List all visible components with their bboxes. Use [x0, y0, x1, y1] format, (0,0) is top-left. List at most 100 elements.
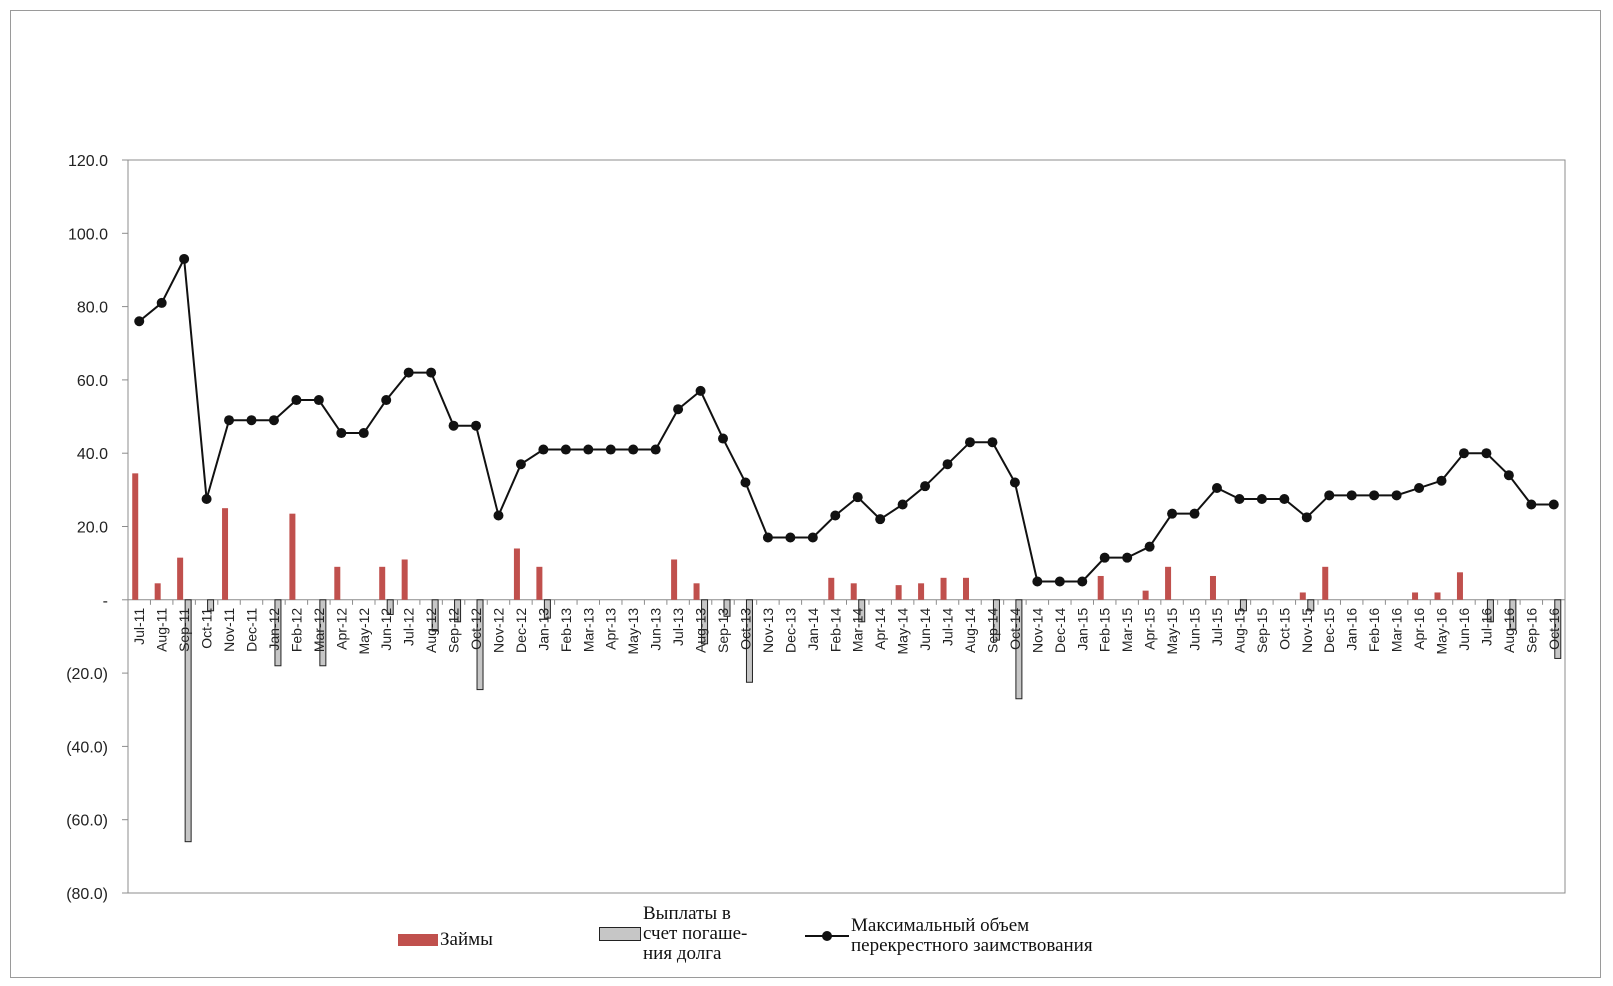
repayment-bar: [319, 599, 327, 667]
x-tick-label: Mar-15: [1119, 608, 1135, 653]
repayment-bar: [431, 599, 439, 632]
x-tick-label: May-12: [356, 608, 372, 655]
loan-bar: [962, 577, 969, 600]
x-tick-label: Mar-14: [850, 608, 866, 653]
loan-bar: [918, 583, 925, 600]
max-borrowing-point: [246, 415, 257, 426]
x-tick-label: Jun-16: [1456, 608, 1472, 651]
max-borrowing-point: [426, 367, 437, 378]
x-tick-label: May-15: [1164, 608, 1180, 655]
x-tick-label: Apr-14: [872, 608, 888, 650]
max-borrowing-point: [471, 420, 482, 431]
max-borrowing-point: [897, 499, 908, 510]
y-tick-label: (80.0): [66, 886, 108, 903]
x-tick-label: Nov-13: [760, 608, 776, 653]
max-borrowing-point: [852, 492, 863, 503]
y-tick-label: 60.0: [77, 373, 108, 390]
x-tick-label: Jan-12: [266, 608, 282, 651]
legend-label-repayments: Выплаты в счет погаше- ния долга: [643, 903, 748, 964]
x-tick-label: Nov-14: [1029, 608, 1045, 653]
loan-bar: [1209, 575, 1216, 600]
max-borrowing-point: [1009, 477, 1020, 488]
x-tick-label: Sep-11: [176, 608, 192, 652]
max-borrowing-point: [762, 532, 773, 543]
max-borrowing-point: [448, 420, 459, 431]
max-borrowing-point: [1391, 490, 1402, 501]
max-borrowing-point: [1414, 483, 1425, 494]
y-tick-label: 120.0: [68, 153, 108, 170]
x-tick-label: Jan-14: [805, 608, 821, 651]
y-tick-label: 80.0: [77, 300, 108, 317]
legend-label-loans: Займы: [440, 929, 493, 950]
chart-frame: [10, 10, 1601, 978]
repayment-bar: [1307, 599, 1315, 612]
max-borrowing-point: [605, 444, 616, 455]
max-borrowing-point: [560, 444, 571, 455]
y-tick-label: 20.0: [77, 520, 108, 537]
loan-bar: [379, 566, 386, 600]
x-tick-label: Oct-14: [1007, 608, 1023, 650]
x-tick-label: Mar-13: [580, 608, 596, 653]
repayment-bar: [454, 599, 462, 623]
max-borrowing-point: [628, 444, 639, 455]
max-borrowing-point: [268, 415, 279, 426]
max-borrowing-point: [1211, 483, 1222, 494]
x-tick-label: Oct-16: [1546, 608, 1562, 650]
max-borrowing-point: [942, 459, 953, 470]
y-tick-label: 100.0: [68, 226, 108, 243]
x-tick-label: Mar-16: [1389, 608, 1405, 653]
x-tick-label: Aug-14: [962, 608, 978, 653]
max-borrowing-point: [1458, 448, 1469, 459]
loan-bar: [132, 473, 139, 600]
y-tick-label: (60.0): [66, 813, 108, 830]
loan-bar: [536, 566, 543, 600]
x-tick-label: Sep-15: [1254, 608, 1270, 653]
x-tick-label: Jun-12: [378, 608, 394, 651]
max-borrowing-point: [1301, 512, 1312, 523]
max-borrowing-point: [830, 510, 841, 521]
repayment-bar: [543, 599, 551, 619]
y-tick-label: -: [103, 593, 108, 610]
x-tick-label: Jul-13: [670, 608, 686, 646]
loan-bar: [177, 557, 184, 600]
legend: Займы Выплаты в счет погаше- ния долга М…: [0, 904, 1613, 974]
max-borrowing-point: [1526, 499, 1537, 510]
loan-bar: [940, 577, 947, 600]
max-borrowing-line: [134, 253, 1559, 587]
x-tick-label: Jan-13: [535, 608, 551, 651]
loan-bar: [1142, 590, 1149, 600]
x-tick-label: Jan-15: [1074, 608, 1090, 651]
loan-bar: [671, 559, 678, 600]
x-tick-label: Aug-15: [1231, 608, 1247, 653]
legend-swatch-max-borrowing: [805, 929, 849, 943]
legend-swatch-loans: [398, 934, 438, 946]
max-borrowing-point: [1503, 470, 1514, 481]
loan-bar: [1165, 566, 1172, 600]
max-borrowing-point: [1369, 490, 1380, 501]
repayment-bar: [1509, 599, 1517, 630]
x-tick-label: May-14: [895, 608, 911, 655]
x-tick-label: Dec-12: [513, 608, 529, 653]
max-borrowing-point: [179, 253, 190, 264]
x-tick-label: Oct-11: [199, 608, 215, 649]
x-tick-label: Oct-13: [737, 608, 753, 650]
x-tick-label: Aug-16: [1501, 608, 1517, 653]
max-borrowing-point: [156, 297, 167, 308]
repayment-bar: [207, 599, 215, 612]
max-borrowing-point: [740, 477, 751, 488]
max-borrowing-line-path: [138, 255, 1554, 583]
max-borrowing-point: [1279, 494, 1290, 505]
repayment-bar: [858, 599, 866, 623]
loan-bar: [1322, 566, 1329, 600]
max-borrowing-point: [313, 395, 324, 406]
x-tick-label: Jun-15: [1187, 608, 1203, 651]
loan-bar: [222, 508, 229, 600]
x-tick-label: Dec-15: [1321, 608, 1337, 653]
x-tick-label: Jul-12: [401, 608, 417, 646]
legend-swatch-repayments: [599, 927, 641, 941]
loan-bar: [1456, 572, 1463, 600]
y-tick-label: (40.0): [66, 739, 108, 756]
x-tick-label: Jun-13: [648, 608, 664, 651]
max-borrowing-point: [1189, 508, 1200, 519]
x-tick-label: Oct-12: [468, 608, 484, 650]
